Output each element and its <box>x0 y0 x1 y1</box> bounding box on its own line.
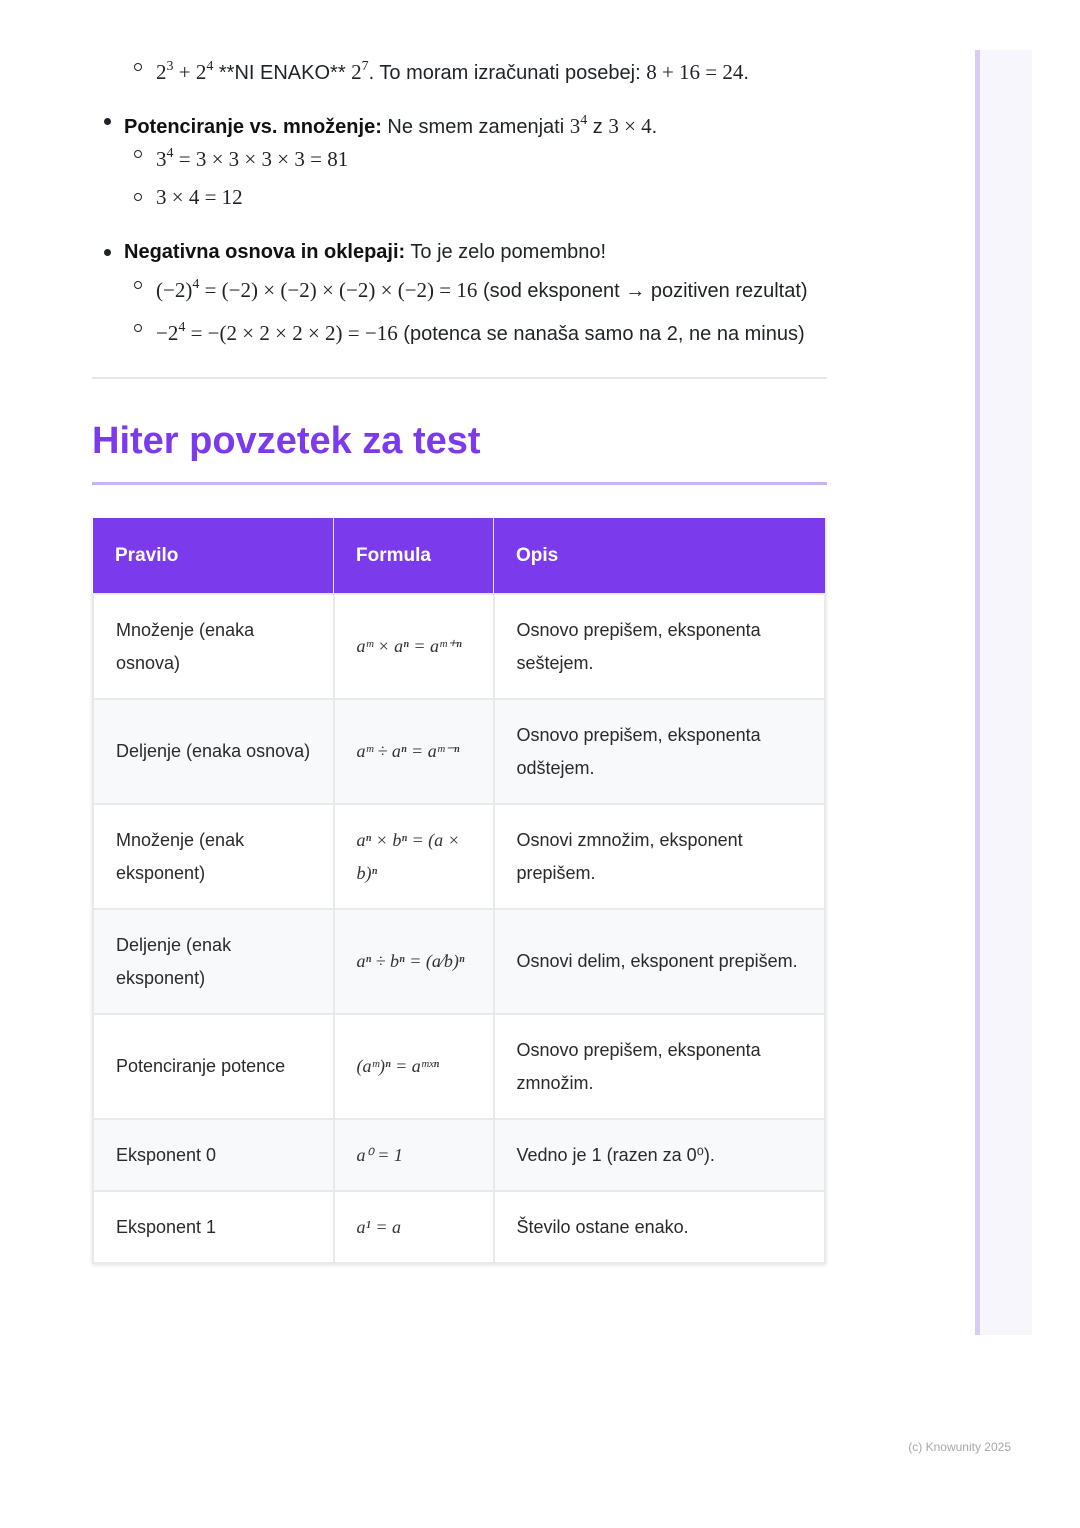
description-cell: Osnovo prepišem, eksponenta seštejem. <box>492 593 826 700</box>
text: z <box>587 116 609 138</box>
rule-cell: Množenje (enak eksponent) <box>92 803 335 910</box>
table-row: Deljenje (enak eksponent) aⁿ ÷ bⁿ = (a⁄b)… <box>92 908 826 1015</box>
divider <box>92 377 827 379</box>
table-header-row: Pravilo Formula Opis <box>93 518 826 594</box>
rule-cell: Deljenje (enaka osnova) <box>92 698 335 805</box>
table-row: Eksponent 0 a⁰ = 1 Vedno je 1 (razen za 0⁰… <box>92 1118 826 1192</box>
header-rule: Pravilo <box>93 518 334 594</box>
exponent: 4 <box>206 59 214 74</box>
bullet-marker <box>134 150 142 158</box>
description-cell: Osnovo prepišem, eksponenta zmnožim. <box>492 1013 826 1120</box>
math-expression: = 3 × 3 × 3 × 3 = 81 <box>173 147 349 171</box>
header-description: Opis <box>493 518 826 594</box>
table-row: Eksponent 1 a¹ = a Število ostane enako. <box>92 1190 826 1264</box>
math-expression: −2 <box>156 321 179 345</box>
formula-cell: a⁰ = 1 <box>332 1118 495 1192</box>
exponent: 4 <box>580 113 588 128</box>
bullet-item: Negativna osnova in oklepaji: To je zelo… <box>104 240 607 264</box>
rule-cell: Eksponent 0 <box>92 1118 335 1192</box>
sub-bullet-item: 34 = 3 × 3 × 3 × 3 = 81 <box>134 142 349 172</box>
text: (potenca se nanaša samo na 2, ne na minu… <box>397 323 805 345</box>
math-expression: = (−2) × (−2) × (−2) × (−2) = 16 <box>199 278 478 302</box>
bullet-marker <box>104 118 111 125</box>
text: . To moram izračunati posebej: <box>368 62 647 84</box>
rule-cell: Eksponent 1 <box>92 1190 335 1264</box>
exponent: 4 <box>166 146 174 161</box>
rule-cell: Množenje (enaka osnova) <box>92 593 335 700</box>
text: Ne smem zamenjati <box>381 116 570 138</box>
exponent: 7 <box>361 59 369 74</box>
bullet-marker <box>104 249 111 256</box>
bullet-marker <box>134 63 142 71</box>
bullet-marker <box>134 324 142 332</box>
bold-label: Negativna osnova in oklepaji: <box>124 241 406 263</box>
math-expression: 2 <box>351 60 362 84</box>
sub-bullet-item: 3 × 4 = 12 <box>134 185 243 210</box>
formula-cell: aᵐ ÷ aⁿ = aᵐ⁻ⁿ <box>332 698 495 805</box>
math-expression: (−2) <box>156 278 193 302</box>
rule-cell: Potenciranje potence <box>92 1013 335 1120</box>
sub-bullet-item: −24 = −(2 × 2 × 2 × 2) = −16 (potenca se… <box>134 316 805 346</box>
bold-label: Potenciranje vs. množenje: <box>124 116 382 138</box>
side-panel <box>975 50 1032 1335</box>
description-cell: Osnovi delim, eksponent prepišem. <box>492 908 826 1015</box>
formula-cell: aⁿ ÷ bⁿ = (a⁄b)ⁿ <box>332 908 495 1015</box>
text: **NI ENAKO** <box>213 62 352 84</box>
math-expression: 3 <box>156 147 167 171</box>
heading-underline <box>92 482 827 485</box>
math-expression: 3 <box>569 114 581 138</box>
table-row: Potenciranje potence (aᵐ)ⁿ = aᵐˣⁿ Osnovo p… <box>92 1013 826 1120</box>
bullet-item: Potenciranje vs. množenje: Ne smem zamen… <box>104 109 658 139</box>
description-cell: Vedno je 1 (razen za 0⁰). <box>492 1118 826 1192</box>
math-expression: 8 + 16 = 24 <box>646 60 744 84</box>
math-expression: = −(2 × 2 × 2 × 2) = −16 <box>185 321 398 345</box>
table-row: Množenje (enaka osnova) aᵐ × aⁿ = aᵐ⁺ⁿ Osn… <box>92 593 826 700</box>
math-expression: 2 <box>156 60 167 84</box>
header-formula: Formula <box>333 518 494 594</box>
table-row: Množenje (enak eksponent) aⁿ × bⁿ = (a × … <box>92 803 826 910</box>
sub-bullet-item: 23 + 24 **NI ENAKO** 27. To moram izraču… <box>134 55 749 85</box>
description-cell: Število ostane enako. <box>492 1190 826 1264</box>
description-cell: Osnovo prepišem, eksponenta odštejem. <box>492 698 826 805</box>
math-expression: + 2 <box>173 60 207 84</box>
bullet-marker <box>134 281 142 289</box>
summary-table: Pravilo Formula Opis Množenje (enaka osn… <box>92 518 826 1264</box>
text: . <box>743 62 749 84</box>
table-row: Deljenje (enaka osnova) aᵐ ÷ aⁿ = aᵐ⁻ⁿ Osn… <box>92 698 826 805</box>
formula-cell: aⁿ × bⁿ = (a × b)ⁿ <box>332 803 495 910</box>
formula-cell: aᵐ × aⁿ = aᵐ⁺ⁿ <box>332 593 495 700</box>
section-heading: Hiter povzetek za test <box>92 420 481 462</box>
exponent: 4 <box>192 277 200 292</box>
math-expression: 3 × 4 = 12 <box>156 185 243 209</box>
text: To je zelo pomembno! <box>405 241 607 263</box>
formula-cell: (aᵐ)ⁿ = aᵐˣⁿ <box>332 1013 495 1120</box>
footer-copyright: (c) Knowunity 2025 <box>908 1440 1011 1454</box>
math-expression: 3 × 4 <box>608 114 652 138</box>
exponent: 4 <box>178 320 186 335</box>
description-cell: Osnovi zmnožim, eksponent prepišem. <box>492 803 826 910</box>
text: . <box>651 116 658 138</box>
formula-cell: a¹ = a <box>332 1190 495 1264</box>
rule-cell: Deljenje (enak eksponent) <box>92 908 335 1015</box>
exponent: 3 <box>166 59 174 74</box>
text: (sod eksponent → pozitiven rezultat) <box>477 280 808 302</box>
sub-bullet-item: (−2)4 = (−2) × (−2) × (−2) × (−2) = 16 (… <box>134 273 808 303</box>
bullet-marker <box>134 193 142 201</box>
